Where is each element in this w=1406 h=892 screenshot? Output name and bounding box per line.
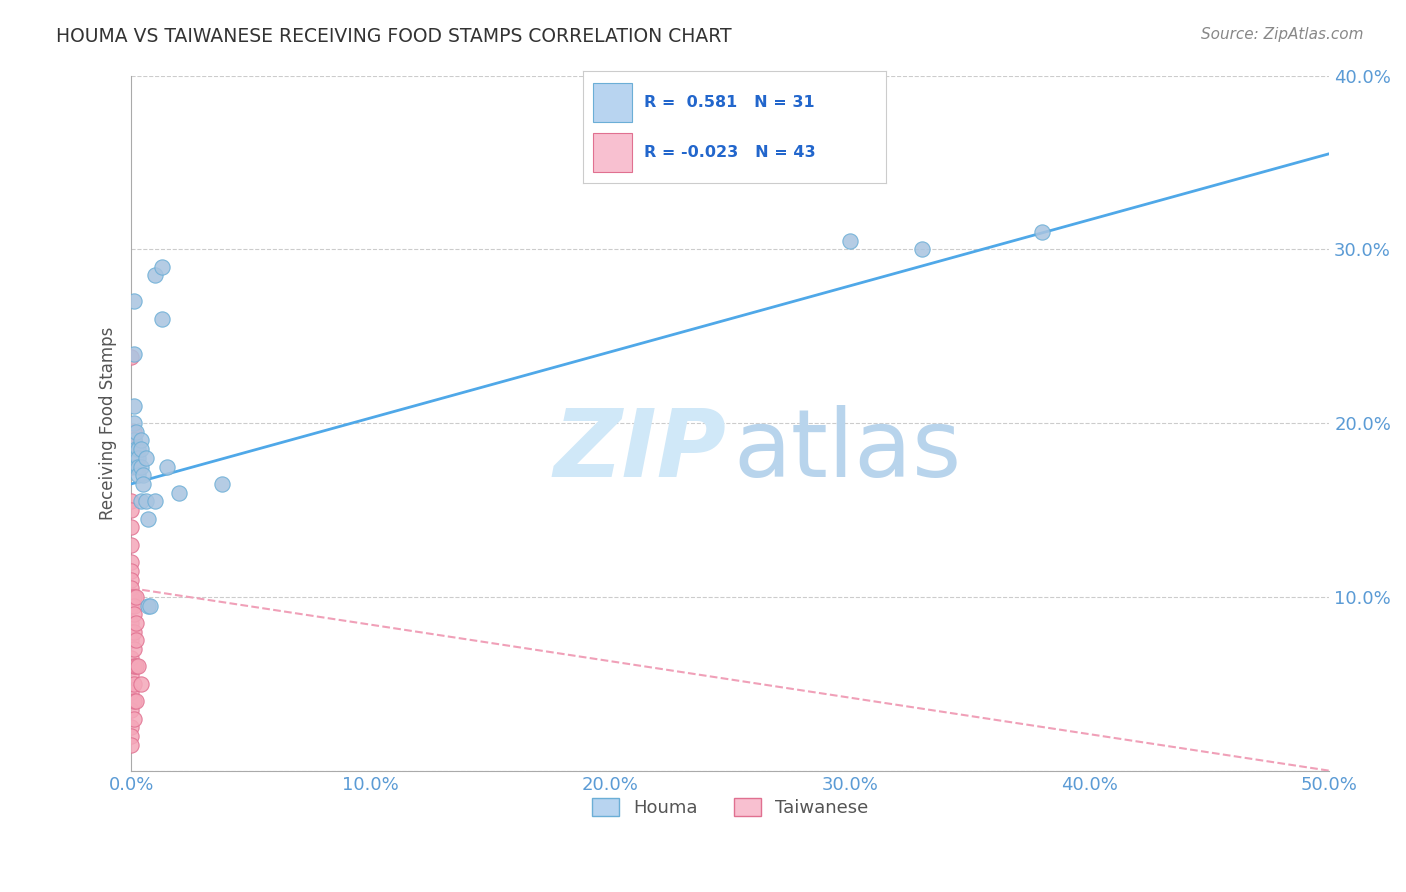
Text: R =  0.581   N = 31: R = 0.581 N = 31 [644,95,814,110]
Y-axis label: Receiving Food Stamps: Receiving Food Stamps [100,326,117,520]
Text: R = -0.023   N = 43: R = -0.023 N = 43 [644,145,815,160]
Text: Source: ZipAtlas.com: Source: ZipAtlas.com [1201,27,1364,42]
Bar [592,83,631,121]
Text: HOUMA VS TAIWANESE RECEIVING FOOD STAMPS CORRELATION CHART: HOUMA VS TAIWANESE RECEIVING FOOD STAMPS… [56,27,733,45]
Legend: Houma, Taiwanese: Houma, Taiwanese [585,790,876,824]
Bar [592,133,631,171]
Text: ZIP: ZIP [554,405,727,497]
Text: atlas: atlas [734,405,962,497]
